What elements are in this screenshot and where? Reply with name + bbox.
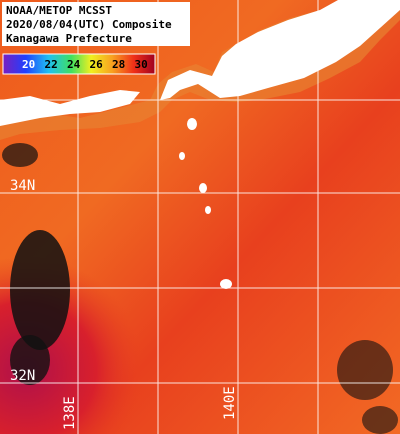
legend-label: 20	[22, 58, 35, 71]
legend-label: 26	[90, 58, 104, 71]
legend-label: 22	[45, 58, 58, 71]
lon-label: 140E	[222, 386, 238, 420]
legend-labels: 20 22 24 26 28 30	[22, 58, 148, 71]
cloud-mask	[2, 143, 398, 434]
land	[0, 90, 140, 126]
color-bar	[2, 53, 156, 75]
header-box	[2, 2, 190, 46]
header-line: NOAA/METOP MCSST	[6, 4, 112, 17]
header-line: 2020/08/04(UTC) Composite	[6, 18, 172, 31]
islands	[179, 118, 232, 289]
lat-label: 34N	[10, 178, 35, 194]
legend-label: 28	[112, 58, 125, 71]
legend-label: 30	[135, 58, 148, 71]
lon-label: 138E	[62, 396, 78, 430]
lat-label: 32N	[10, 368, 35, 384]
land	[160, 0, 400, 100]
header-line: Kanagawa Prefecture	[6, 32, 132, 45]
legend-label: 24	[67, 58, 81, 71]
